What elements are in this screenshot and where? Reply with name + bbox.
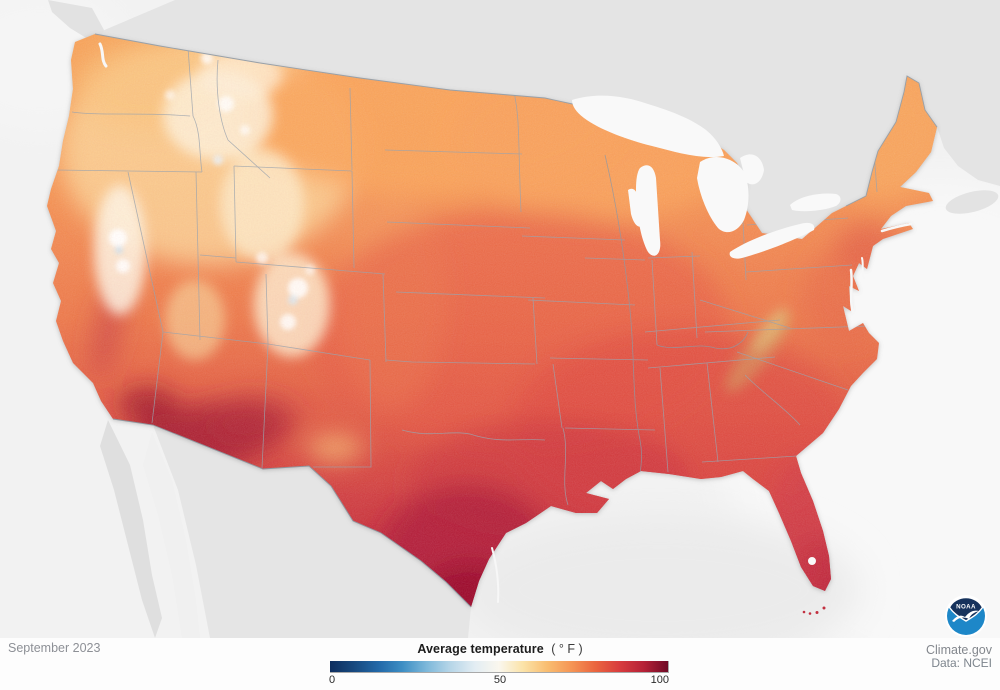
florida-keys bbox=[802, 606, 826, 615]
legend-tick-min: 0 bbox=[329, 674, 336, 686]
mexico-landmass bbox=[153, 425, 471, 638]
georgian-bay bbox=[740, 154, 764, 185]
gulf-of-california bbox=[143, 432, 200, 638]
lake-ontario bbox=[790, 193, 841, 212]
legend-tick-max: 100 bbox=[650, 674, 669, 686]
nova-scotia bbox=[945, 190, 999, 214]
baja-california bbox=[100, 420, 162, 638]
legend-title: Average temperature ( ° F ) bbox=[250, 642, 750, 656]
seagull-icon bbox=[952, 610, 979, 622]
international-borders bbox=[94, 33, 938, 608]
credit-site: Climate.gov bbox=[926, 643, 992, 657]
lake-huron bbox=[697, 157, 749, 233]
green-bay bbox=[628, 188, 644, 227]
noaa-logo: NOAA bbox=[944, 594, 988, 638]
legend-units: ( ° F ) bbox=[551, 642, 583, 656]
lake-michigan bbox=[636, 165, 661, 256]
gulf-of-mexico bbox=[460, 515, 860, 665]
credit-data-source: Data: NCEI bbox=[931, 656, 992, 671]
credits: Climate.gov Data: NCEI bbox=[926, 643, 992, 671]
lake-superior bbox=[572, 95, 724, 158]
great-lakes bbox=[572, 95, 841, 259]
vancouver-island bbox=[48, 0, 104, 44]
lake-okeechobee bbox=[808, 557, 816, 565]
noaa-logo-icon: NOAA bbox=[945, 595, 987, 637]
noaa-logo-text: NOAA bbox=[956, 604, 976, 611]
canada-landmass bbox=[95, 0, 1000, 244]
legend-tick-mid: 50 bbox=[493, 674, 507, 686]
map-date-label: September 2023 bbox=[8, 641, 101, 655]
legend-title-text: Average temperature bbox=[417, 642, 544, 656]
legend-colorbar bbox=[330, 661, 669, 673]
lake-erie bbox=[729, 222, 815, 259]
coastal-details bbox=[98, 42, 913, 603]
